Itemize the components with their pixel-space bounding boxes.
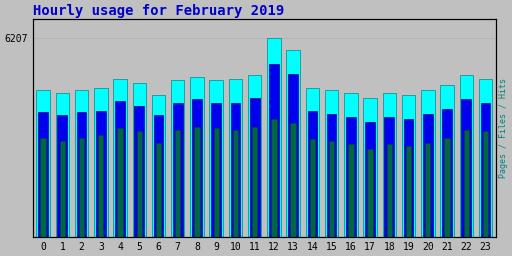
Bar [444,138,450,237]
Bar [57,115,67,237]
Bar [171,80,184,237]
Bar [75,90,88,237]
Bar [329,141,334,237]
Bar [348,144,353,237]
Bar [365,122,375,237]
Bar [133,83,146,237]
Bar [385,117,394,237]
Bar [459,75,473,237]
Bar [230,103,240,237]
Bar [211,103,221,237]
Bar [269,64,279,237]
Bar [209,80,223,237]
Bar [368,149,373,237]
Bar [442,109,452,237]
Bar [252,126,258,237]
Bar [290,123,296,237]
Bar [250,98,260,237]
Bar [481,103,490,237]
Bar [325,90,338,237]
Bar [461,99,471,237]
Bar [98,135,103,237]
Bar [310,139,315,237]
Bar [190,77,204,237]
Bar [79,138,84,237]
Bar [135,106,144,237]
Bar [156,143,161,237]
Bar [59,141,65,237]
Text: Hourly usage for February 2019: Hourly usage for February 2019 [33,4,284,18]
Bar [402,94,415,237]
Bar [248,75,262,237]
Bar [308,111,317,237]
Y-axis label: Pages / Files / Hits: Pages / Files / Hits [499,78,508,178]
Bar [229,79,242,237]
Bar [306,88,319,237]
Bar [154,115,163,237]
Bar [387,144,392,237]
Bar [327,114,336,237]
Bar [288,74,298,237]
Bar [94,88,108,237]
Bar [382,93,396,237]
Bar [192,99,202,237]
Bar [233,130,238,237]
Bar [36,90,50,237]
Bar [421,90,435,237]
Bar [38,112,48,237]
Bar [96,111,105,237]
Bar [194,126,200,237]
Bar [440,85,454,237]
Bar [117,128,123,237]
Bar [152,94,165,237]
Bar [425,143,431,237]
Bar [115,101,125,237]
Bar [463,130,469,237]
Bar [346,117,356,237]
Bar [344,93,357,237]
Bar [271,119,276,237]
Bar [77,112,87,237]
Bar [175,130,180,237]
Bar [286,50,300,237]
Bar [423,114,433,237]
Bar [214,128,219,237]
Bar [137,131,142,237]
Bar [173,103,183,237]
Bar [364,98,377,237]
Bar [56,93,69,237]
Bar [479,79,492,237]
Bar [406,146,411,237]
Bar [483,131,488,237]
Bar [403,119,413,237]
Bar [40,138,46,237]
Bar [113,79,127,237]
Bar [267,38,281,237]
